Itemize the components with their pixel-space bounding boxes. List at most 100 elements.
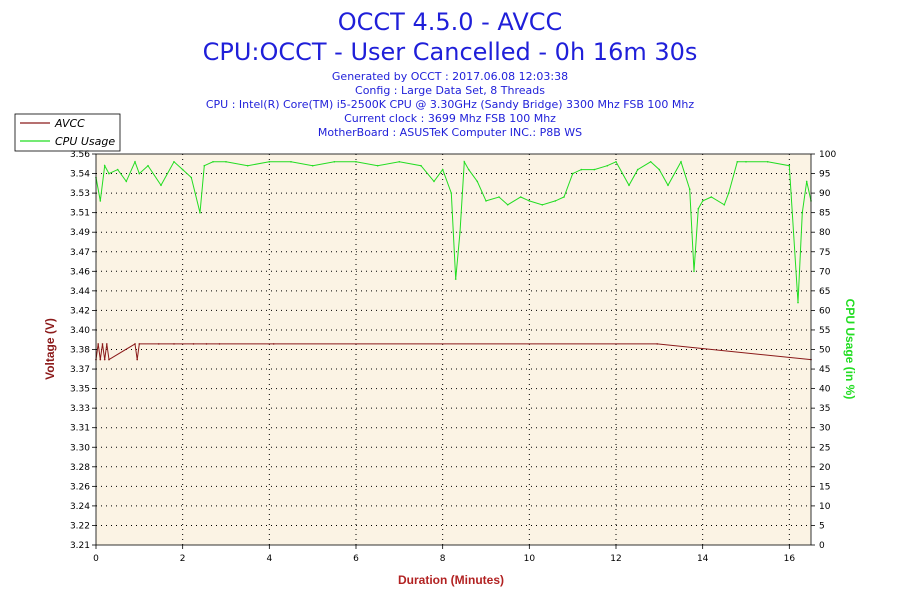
y2-tick-label: 30 [819,424,831,434]
cpu-usage-point [701,200,704,202]
y2-tick-label: 35 [819,404,830,414]
y2-tick-label: 90 [819,189,831,199]
cpu-usage-point [99,200,102,202]
y-axis-ticks: 3.21 3.22 3.24 3.26 3.28 3.30 3.31 3.33 3.35 3.37… [70,150,96,551]
y-tick-label: 3.49 [70,228,90,238]
avcc-point [173,343,175,345]
cpu-usage-point [441,168,444,171]
y-tick-label: 3.33 [70,404,90,414]
y2-tick-label: 50 [819,346,831,356]
y2-tick-label: 5 [819,521,825,531]
chart-title: OCCT 4.5.0 - AVCC [338,8,563,36]
cpu-usage-point [125,180,128,183]
cpu-usage-point [693,270,695,273]
cpu-usage-point [147,164,149,167]
legend-box [14,113,121,152]
cpu-usage-point [649,161,652,163]
y-tick-label: 3.35 [70,385,90,395]
cpu-usage-point [805,180,808,183]
cpu-usage-point [463,161,466,163]
y-tick-label: 3.46 [70,267,90,277]
y-tick-label: 3.42 [70,306,90,316]
info-line: MotherBoard : ASUSTeK Computer INC.: P8B… [318,126,582,139]
y2-tick-label: 70 [819,267,831,277]
info-line: Generated by OCCT : 2017.06.08 12:03:38 [332,70,568,83]
cpu-usage-point [190,176,193,179]
avcc-point [99,358,102,361]
cpu-usage-point [571,172,574,175]
y-tick-label: 3.31 [70,424,90,434]
x-tick-label: 0 [93,554,99,564]
cpu-usage-point [563,196,565,198]
y2-axis-ticks: 0 5 10 15 20 25 30 35 40 45 50 55 60 65 70 75 80 85 90 95 10… [811,150,836,551]
cpu-usage-point [420,164,422,167]
cpu-usage-point [454,278,457,280]
cpu-usage-point [246,164,249,167]
cpu-usage-point [355,161,357,163]
cpu-usage-point [541,204,544,206]
cpu-usage-point [580,168,583,171]
avcc-point [272,343,275,345]
y2-axis-label: CPU Usage (in %) [843,299,857,400]
avcc-point [103,358,106,361]
cpu-usage-point [710,196,713,198]
cpu-usage-point [376,164,379,167]
grid [96,154,811,545]
cpu-usage-point [290,161,292,163]
y-tick-label: 3.24 [70,502,90,512]
cpu-usage-point [688,188,691,190]
avcc-point [108,358,110,361]
x-tick-label: 14 [697,554,709,564]
plot-border [95,153,812,546]
chart-subtitle: CPU:OCCT - User Cancelled - 0h 16m 30s [203,38,698,66]
y-tick-label: 3.54 [70,170,90,180]
cpu-usage-point [723,204,726,206]
y2-tick-label: 85 [819,209,830,219]
y-tick-label: 3.26 [70,482,90,492]
cpu-usage-point [398,161,401,163]
cpu-usage-point [606,164,609,167]
cpu-usage-point [134,161,136,163]
cpu-usage-point [554,200,557,202]
avcc-point [101,343,104,345]
y2-tick-label: 25 [819,443,830,453]
plot-area [96,154,811,545]
x-tick-label: 12 [610,554,621,564]
cpu-usage-point [459,231,461,233]
avcc-point [136,358,138,361]
cpu-usage-point [797,301,799,304]
cpu-usage-point [160,184,162,187]
avcc-point [192,343,195,345]
avcc-point [218,343,221,345]
cpu-usage-point [199,211,201,214]
cpu-usage-point [433,180,435,183]
y2-tick-label: 55 [819,326,830,336]
y-tick-label: 3.37 [70,365,90,375]
avcc-point [134,343,136,345]
cpu-usage-point [736,161,739,163]
y2-tick-label: 75 [819,248,830,258]
cpu-usage-point [311,164,314,167]
cpu-usage-point [225,161,227,163]
y-tick-label: 3.30 [70,443,90,453]
x-tick-label: 6 [353,554,359,564]
cpu-usage-point [658,168,661,171]
y2-tick-label: 15 [819,482,830,492]
x-tick-label: 4 [266,554,272,564]
cpu-usage-point [476,180,479,183]
x-tick-label: 10 [524,554,536,564]
cpu-usage-point [628,184,630,187]
y2-tick-label: 10 [819,502,831,512]
cpu-usage-point [268,161,271,163]
legend-label-avcc: AVCC [54,117,85,130]
cpu-usage-point [450,192,453,194]
x-tick-label: 16 [784,554,796,564]
y2-tick-label: 40 [819,385,831,395]
y2-tick-label: 65 [819,287,830,297]
y-tick-label: 3.51 [70,209,90,219]
avcc-point [106,343,108,345]
info-line: Config : Large Data Set, 8 Threads [355,84,545,97]
cpu-usage-point [697,207,700,210]
avcc-point [656,343,658,345]
avcc-point [205,343,208,345]
